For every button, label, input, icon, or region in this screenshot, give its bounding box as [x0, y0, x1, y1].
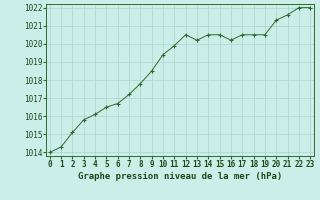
X-axis label: Graphe pression niveau de la mer (hPa): Graphe pression niveau de la mer (hPa)	[78, 172, 282, 181]
